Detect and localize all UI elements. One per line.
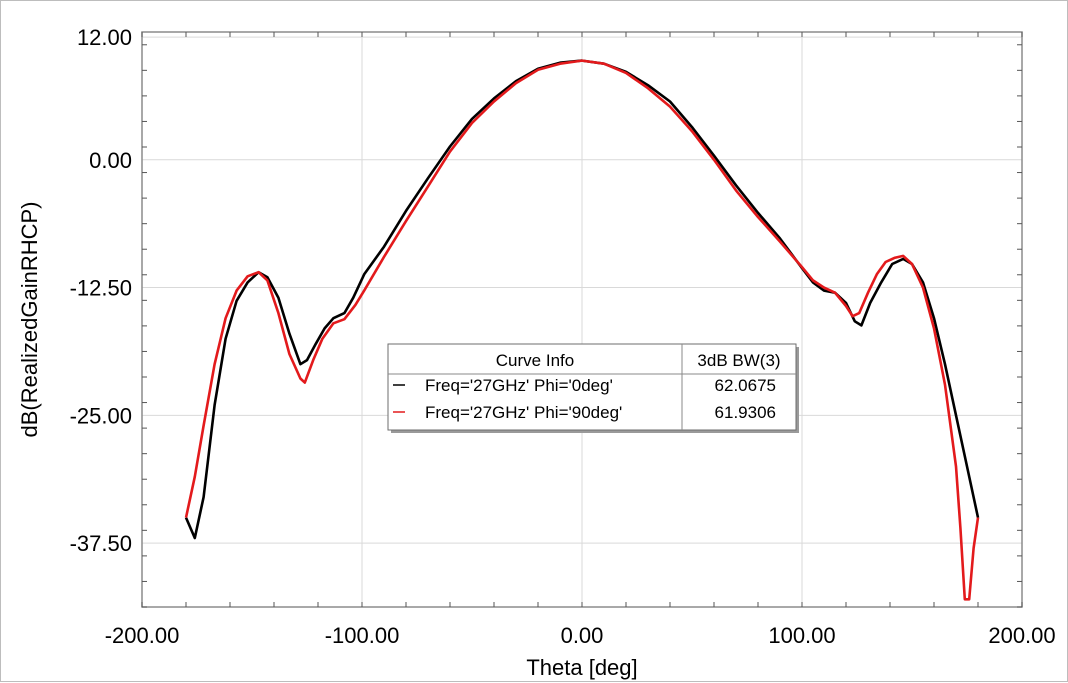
series-layer <box>184 59 980 601</box>
x-tick-label: 100.00 <box>768 623 835 648</box>
x-axis-title: Theta [deg] <box>526 655 637 680</box>
y-tick-label: 12.00 <box>77 25 132 50</box>
series-line-phi-90 <box>184 59 980 601</box>
legend-value-phi-0: 62.0675 <box>715 376 776 395</box>
grid-layer <box>142 32 1022 607</box>
minor-ticks <box>141 32 1023 608</box>
y-axis-title: dB(RealizedGainRHCP) <box>17 202 42 438</box>
legend-entry-phi-0: Freq='27GHz' Phi='0deg' <box>425 376 613 395</box>
y-tick-label: 0.00 <box>89 148 132 173</box>
legend-header-curve-info: Curve Info <box>496 351 574 370</box>
x-tick-label: 0.00 <box>561 623 604 648</box>
legend-entry-phi-90: Freq='27GHz' Phi='90deg' <box>425 403 622 422</box>
y-tick-labels: 12.00 0.00 -12.50 -25.00 -37.50 <box>70 25 132 556</box>
x-tick-labels: -200.00 -100.00 0.00 100.00 200.00 <box>105 623 1056 648</box>
x-tick-label: -100.00 <box>325 623 400 648</box>
y-tick-label: -37.50 <box>70 531 132 556</box>
legend-value-phi-90: 61.9306 <box>715 403 776 422</box>
x-tick-label: 200.00 <box>988 623 1055 648</box>
legend-header-bandwidth: 3dB BW(3) <box>697 351 780 370</box>
y-tick-label: -12.50 <box>70 276 132 301</box>
y-tick-label: -25.00 <box>70 403 132 428</box>
x-tick-label: -200.00 <box>105 623 180 648</box>
legend[interactable]: Curve Info 3dB BW(3) Freq='27GHz' Phi='0… <box>387 343 799 433</box>
legend-box <box>387 343 797 431</box>
